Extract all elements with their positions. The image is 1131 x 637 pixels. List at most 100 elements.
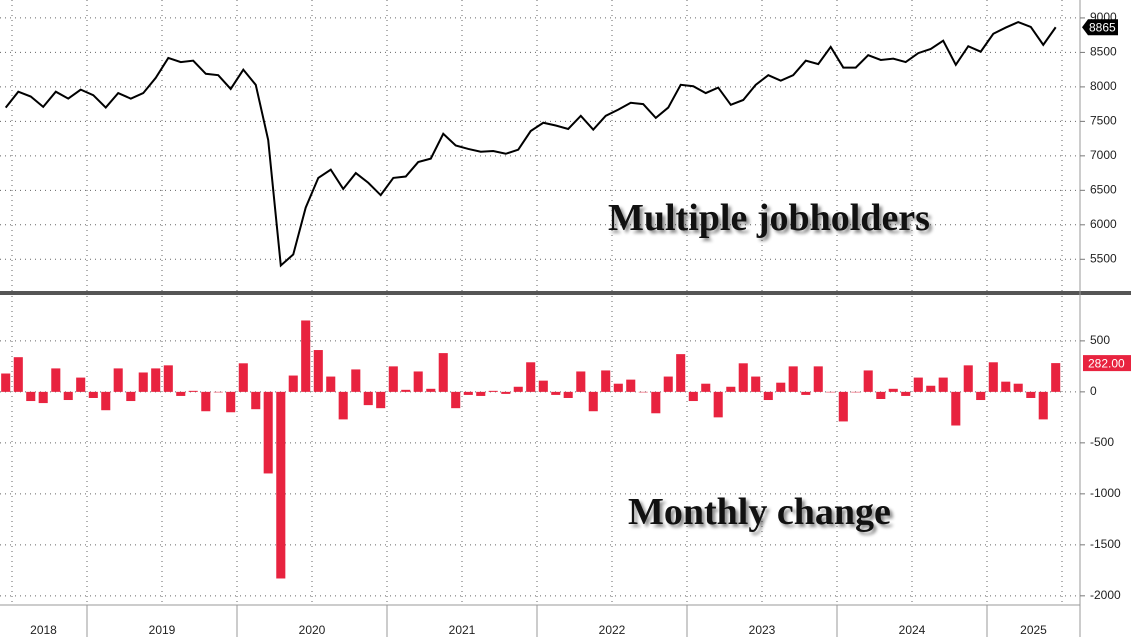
x-tick-label: 2019 [149, 623, 176, 637]
bar [988, 362, 998, 392]
bar [688, 391, 698, 402]
bar [1013, 383, 1023, 392]
bar [776, 382, 786, 392]
bar [926, 385, 936, 392]
bar [126, 391, 136, 402]
bar [176, 391, 186, 396]
bar [713, 391, 723, 418]
last-value-box [1083, 355, 1131, 372]
bar [551, 391, 561, 395]
bar [426, 388, 436, 392]
bar [601, 370, 611, 392]
bar [1, 373, 11, 392]
bar [938, 377, 948, 392]
last-value-box [1082, 19, 1118, 36]
bar [151, 368, 161, 392]
bar [851, 391, 861, 393]
bar [351, 369, 361, 392]
bar [538, 380, 548, 392]
x-tick-label: 2018 [30, 623, 57, 637]
y-tick-label: 0 [1090, 384, 1097, 398]
bar [438, 353, 448, 392]
bar [838, 391, 848, 422]
bar [826, 391, 836, 393]
bar [51, 368, 61, 392]
bar [401, 389, 411, 392]
bar [188, 390, 198, 392]
y-tick-label: -1000 [1090, 486, 1121, 500]
bar [313, 350, 323, 392]
bar [676, 354, 686, 392]
bar [101, 391, 111, 411]
bar [26, 391, 36, 402]
bar [113, 368, 123, 392]
bar [413, 371, 423, 392]
bar [751, 376, 761, 392]
bar [76, 377, 86, 392]
panel-divider [0, 291, 1131, 295]
bar [563, 391, 573, 398]
bar [901, 391, 911, 396]
bar [788, 366, 798, 392]
bar [363, 391, 373, 406]
y-tick-label: -2000 [1090, 588, 1121, 602]
bar [388, 366, 398, 392]
y-tick-label: 500 [1090, 333, 1110, 347]
y-tick-label: 5500 [1090, 251, 1117, 265]
bar [888, 388, 898, 392]
bar [976, 391, 986, 401]
bar [626, 379, 636, 392]
last-value-label: 282.00 [1088, 356, 1125, 370]
bar [913, 377, 923, 392]
bar [276, 391, 286, 579]
bar [1038, 391, 1048, 420]
x-tick-label: 2025 [1020, 623, 1047, 637]
bar [526, 362, 536, 392]
bar [613, 383, 623, 392]
last-value-label: 8865 [1089, 20, 1116, 34]
bar [963, 365, 973, 392]
bar [863, 370, 873, 392]
y-tick-label: 6500 [1090, 182, 1117, 196]
bar [463, 391, 473, 395]
bar [238, 363, 248, 392]
y-tick-label: 6000 [1090, 217, 1117, 231]
bar [201, 391, 211, 412]
bar [138, 372, 148, 392]
y-tick-label: 8500 [1090, 45, 1117, 59]
bar [738, 363, 748, 392]
bar [763, 391, 773, 401]
bar [501, 391, 511, 394]
bar [1051, 363, 1061, 392]
bar [338, 391, 348, 420]
y-tick-label: 7500 [1090, 114, 1117, 128]
bar [251, 391, 261, 410]
bar [13, 357, 23, 392]
bar [38, 391, 48, 404]
y-tick-label: -500 [1090, 435, 1114, 449]
y-tick-label: 8000 [1090, 79, 1117, 93]
x-tick-label: 2020 [299, 623, 326, 637]
bar [326, 376, 336, 392]
annotation: Multiple jobholders [608, 197, 930, 239]
bar [513, 386, 523, 392]
bar [63, 391, 73, 401]
bar [263, 391, 273, 474]
bar [163, 365, 173, 392]
bar [1026, 391, 1036, 398]
x-tick-label: 2021 [449, 623, 476, 637]
y-tick-label: 7000 [1090, 148, 1117, 162]
bar [476, 391, 486, 396]
bar [288, 375, 298, 392]
bar [588, 391, 598, 412]
line [4, 20, 1057, 268]
x-tick-label: 2024 [899, 623, 926, 637]
bar [213, 391, 223, 393]
bar [576, 371, 586, 392]
bar [451, 391, 461, 409]
bar [301, 320, 311, 392]
bar [876, 391, 886, 399]
bar [88, 391, 98, 398]
